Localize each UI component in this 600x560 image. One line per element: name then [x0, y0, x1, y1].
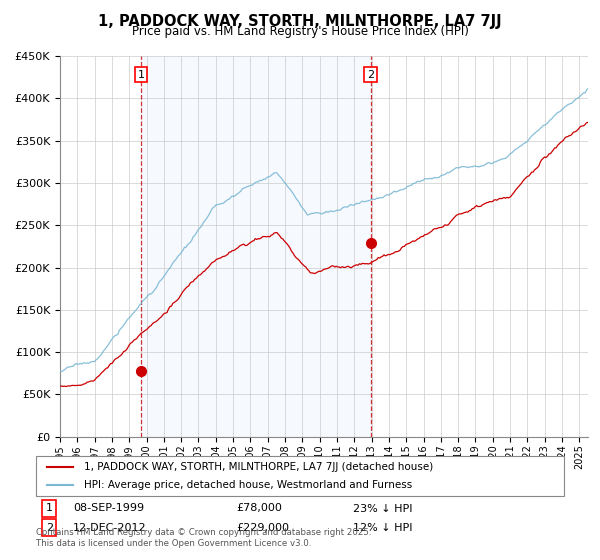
- Text: HPI: Average price, detached house, Westmorland and Furness: HPI: Average price, detached house, West…: [83, 479, 412, 489]
- Text: 2: 2: [46, 522, 53, 533]
- Text: Contains HM Land Registry data © Crown copyright and database right 2025.
This d: Contains HM Land Registry data © Crown c…: [36, 529, 371, 548]
- Text: 23% ↓ HPI: 23% ↓ HPI: [353, 503, 412, 514]
- FancyBboxPatch shape: [36, 456, 564, 496]
- Text: 1, PADDOCK WAY, STORTH, MILNTHORPE, LA7 7JJ (detached house): 1, PADDOCK WAY, STORTH, MILNTHORPE, LA7 …: [83, 463, 433, 473]
- Text: £229,000: £229,000: [236, 522, 290, 533]
- Text: £78,000: £78,000: [236, 503, 283, 514]
- Text: 1: 1: [137, 69, 145, 80]
- Text: 1, PADDOCK WAY, STORTH, MILNTHORPE, LA7 7JJ: 1, PADDOCK WAY, STORTH, MILNTHORPE, LA7 …: [98, 14, 502, 29]
- Text: 12-DEC-2012: 12-DEC-2012: [73, 522, 146, 533]
- Text: 1: 1: [46, 503, 53, 514]
- Text: 2: 2: [367, 69, 374, 80]
- Text: 08-SEP-1999: 08-SEP-1999: [73, 503, 144, 514]
- Text: 12% ↓ HPI: 12% ↓ HPI: [353, 522, 412, 533]
- Text: Price paid vs. HM Land Registry's House Price Index (HPI): Price paid vs. HM Land Registry's House …: [131, 25, 469, 38]
- Bar: [141, 56, 371, 437]
